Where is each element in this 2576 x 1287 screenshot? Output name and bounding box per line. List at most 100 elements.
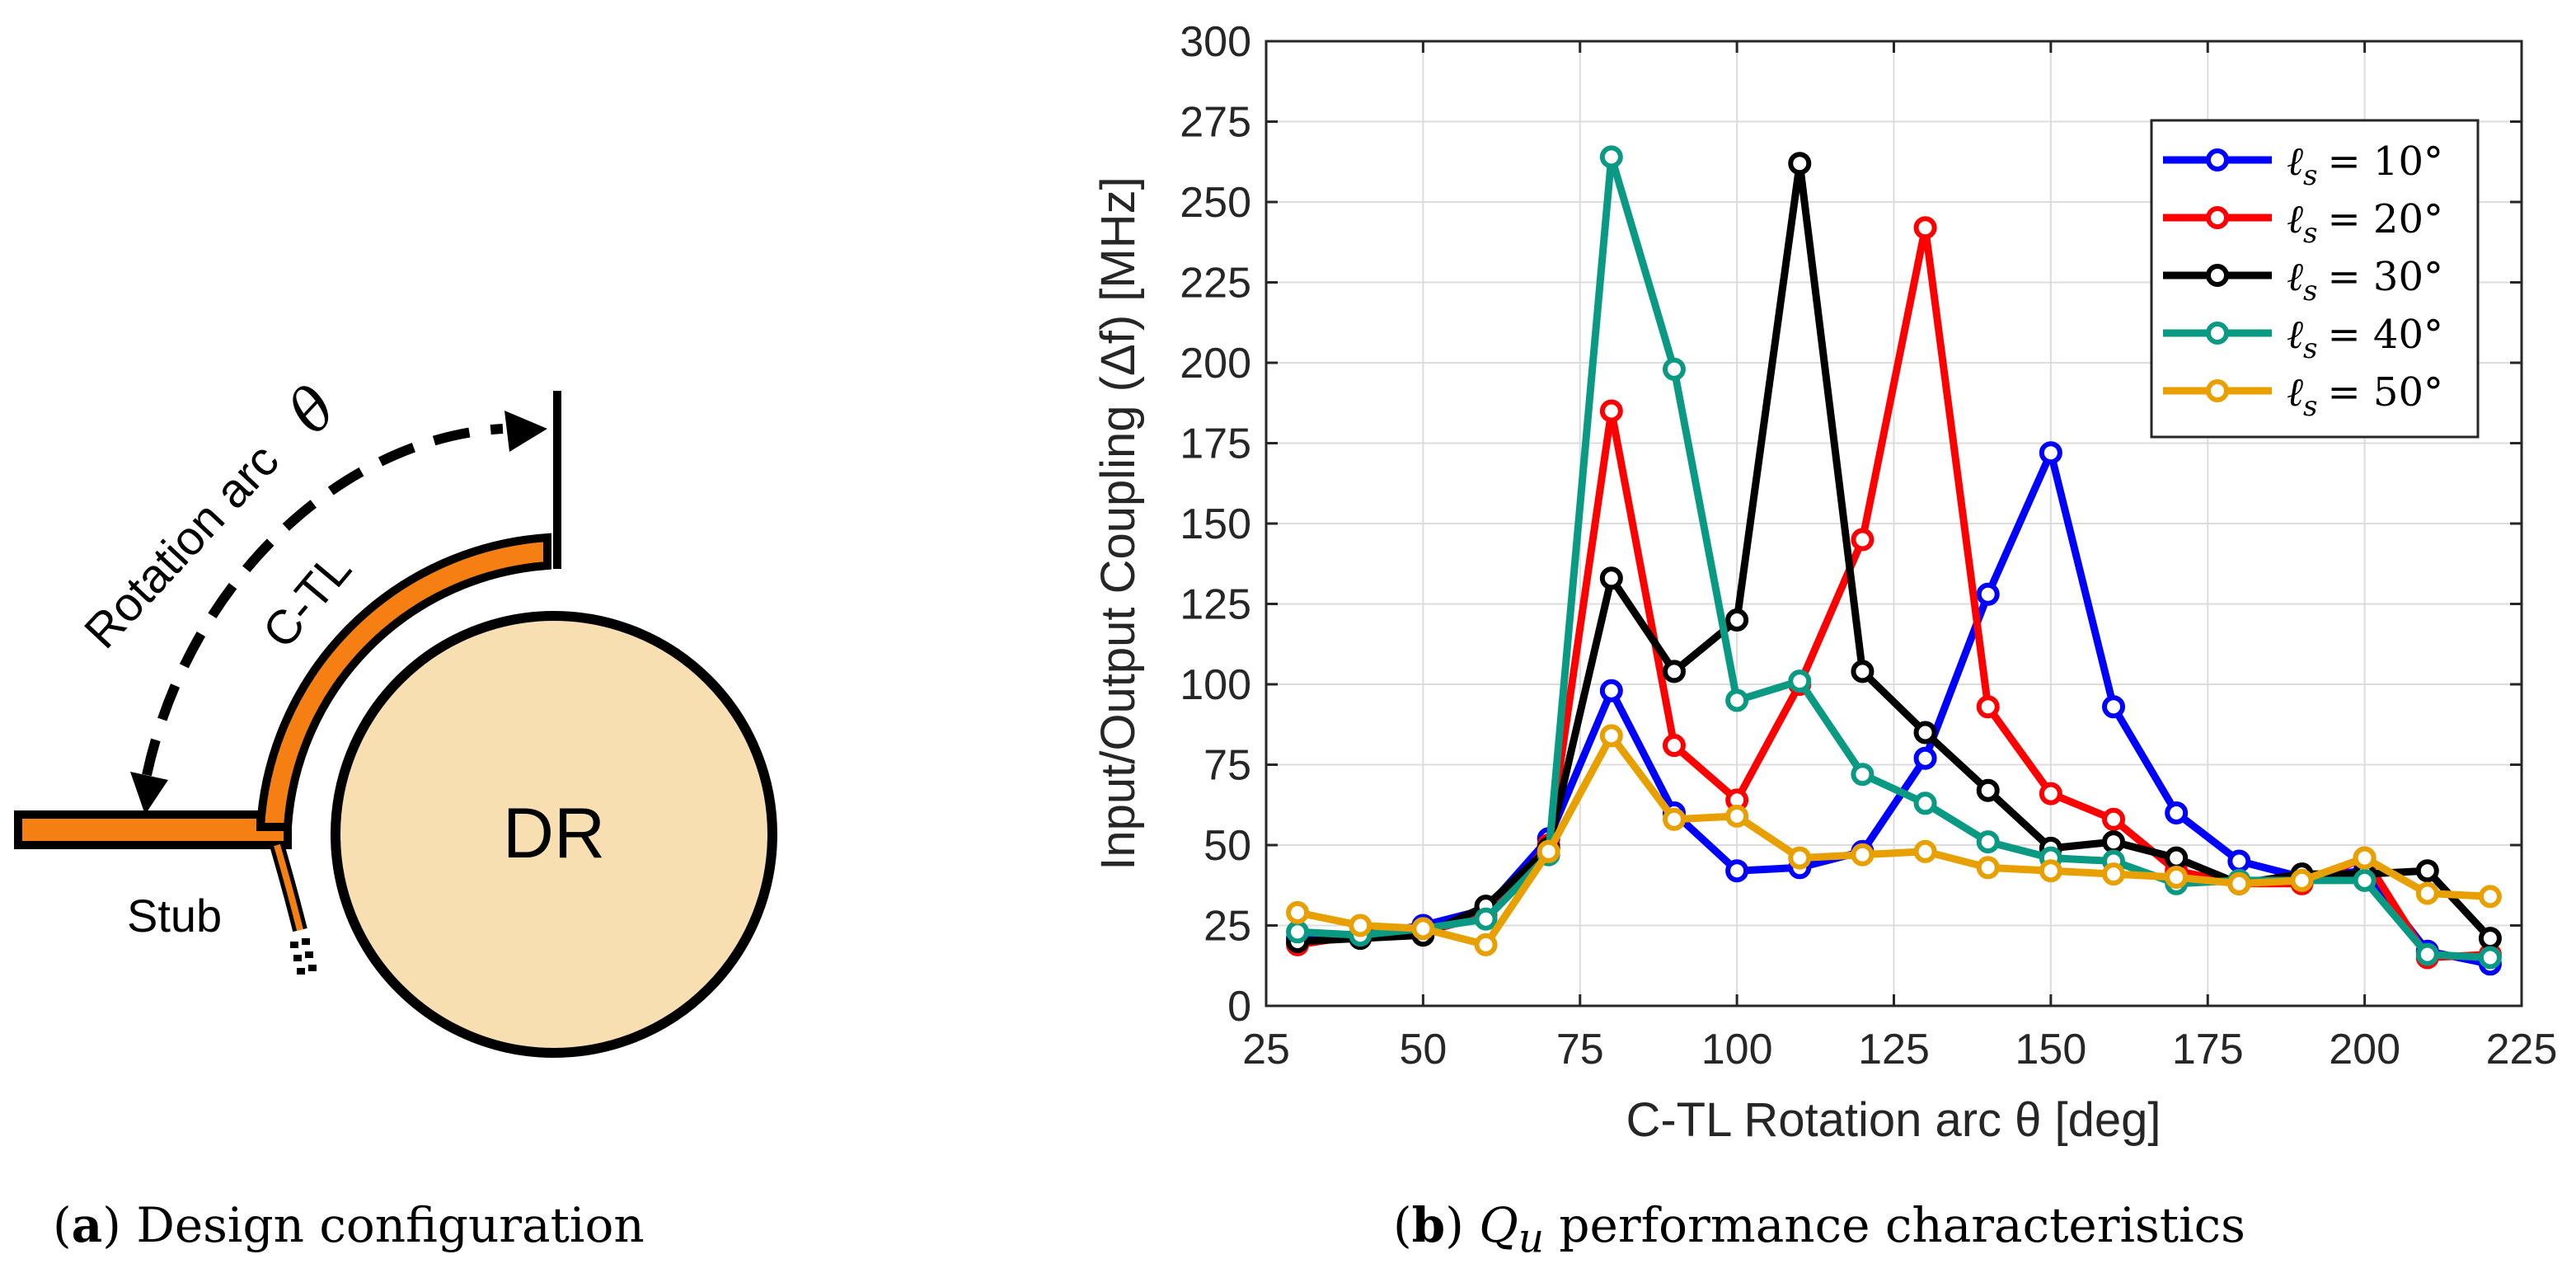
legend-marker [2206,264,2229,287]
data-point [2102,830,2126,854]
y-tick-label: 50 [1204,822,1251,870]
y-tick-label: 125 [1180,581,1251,629]
data-point [2478,885,2502,909]
data-point [1725,859,1749,883]
data-point [2227,871,2251,895]
data-point [2478,927,2502,951]
data-point [2039,782,2062,806]
data-point [2102,862,2126,886]
data-point [1725,688,1749,712]
data-point [1286,900,1310,924]
y-tick-label: 25 [1204,903,1251,951]
y-axis-label: Input/Output Coupling (Δf) [MHz] [1091,176,1145,870]
data-point [1662,660,1686,683]
data-point [1976,695,2000,719]
legend-entry: ℓs = 50° [2163,369,2443,423]
y-tick-label: 275 [1180,99,1251,147]
design-configuration-diagram: Rotation arc θ C-TL Stub DR [14,373,777,1058]
x-tick-label: 200 [2329,1026,2400,1073]
data-point [2165,801,2189,824]
data-point [1788,846,1812,870]
stub-label: Stub [127,890,222,942]
dr-label: DR [503,794,605,873]
rotation-arc-arrow [142,424,504,777]
data-point [1851,660,1875,683]
data-point [2227,849,2251,873]
data-point [2415,942,2439,966]
data-point [2290,868,2314,892]
caption-a: (a) Design configuration [53,1197,645,1253]
data-point [1662,357,1686,381]
y-tick-label: 0 [1227,983,1251,1031]
legend-entry: ℓs = 40° [2163,312,2443,365]
data-point [1474,907,1498,931]
data-point [1913,216,1937,240]
legend: ℓs = 10°ℓs = 20°ℓs = 30°ℓs = 40°ℓs = 50° [2150,119,2480,439]
y-tick-label: 200 [1180,340,1251,388]
data-point [1725,804,1749,828]
data-point [1913,746,1937,770]
data-point [1851,528,1875,552]
legend-marker [2206,148,2229,171]
caption-b: (b) Qu performance characteristics [1393,1197,2245,1262]
data-point [1662,734,1686,758]
legend-marker [2206,322,2229,345]
data-point [2353,846,2377,870]
data-point [1411,917,1435,941]
legend-entry: ℓs = 30° [2163,254,2443,308]
stub-dots [290,938,317,975]
data-point [1976,582,2000,606]
x-tick-label: 125 [1858,1026,1930,1073]
y-tick-label: 75 [1204,742,1251,790]
y-tick-label: 150 [1180,500,1251,548]
caption-b-subscript: u [1518,1215,1544,1262]
legend-marker [2206,379,2229,402]
data-point [2102,695,2126,719]
data-point [1662,807,1686,831]
data-point [1599,145,1623,169]
data-point [1788,152,1812,176]
series-layer [1286,145,2502,976]
data-point [2165,846,2189,870]
data-point [1725,608,1749,632]
coupling-chart: 25 50 75 100 125 150 175 200 2250255075100125150… [1091,18,2557,1147]
data-point [1976,830,2000,854]
data-point [1976,778,2000,802]
x-tick-label: 25 [1242,1026,1290,1073]
x-tick-label: 175 [2172,1026,2244,1073]
data-point [1851,843,1875,867]
legend-entry: ℓs = 10° [2163,139,2443,192]
legend-label: ℓs = 40° [2287,312,2443,365]
data-point [2102,807,2126,831]
data-point [1851,763,1875,787]
y-tick-label: 100 [1180,661,1251,709]
stub-extension-fill [274,843,303,931]
data-point [1474,932,1498,956]
data-point [2353,868,2377,892]
caption-b-symbol: Q [1479,1197,1518,1253]
arrowhead-start-icon [130,772,168,815]
data-point [1788,669,1812,693]
axis-ticks: 25 50 75 100 125 150 175 200 2250255075100125150… [1180,18,2557,1073]
data-point [2478,946,2502,970]
x-tick-label: 50 [1399,1026,1447,1073]
legend-marker [2206,206,2229,229]
y-tick-label: 250 [1180,179,1251,227]
x-tick-label: 100 [1701,1026,1773,1073]
arrowhead-end-icon [504,411,547,452]
data-point [1913,721,1937,744]
data-point [1976,856,2000,880]
x-tick-label: 225 [2486,1026,2558,1073]
y-tick-label: 225 [1180,260,1251,308]
caption-a-letter: a [71,1197,103,1253]
legend-label: ℓs = 50° [2287,369,2443,423]
data-point [1286,920,1310,944]
data-point [1599,399,1623,423]
data-point [1537,839,1560,863]
y-tick-label: 300 [1180,18,1251,66]
caption-a-text: Design configuration [136,1197,645,1253]
x-tick-label: 150 [2015,1026,2086,1073]
data-point [2415,859,2439,883]
series-5 [1286,724,2502,956]
data-point [1599,566,1623,590]
